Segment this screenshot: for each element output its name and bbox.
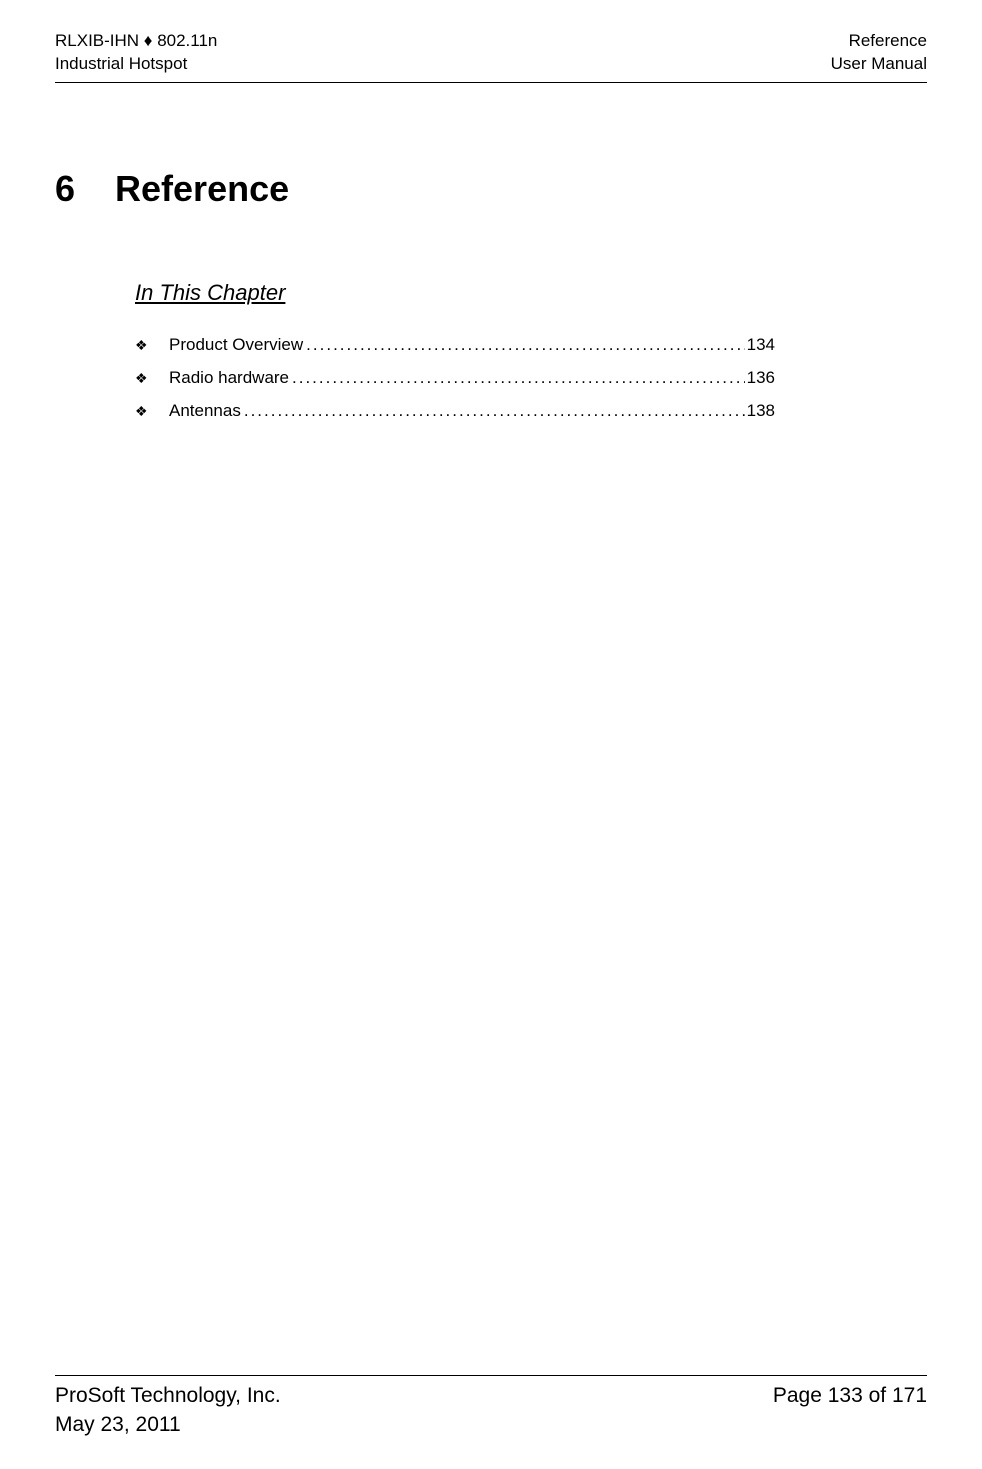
footer-company: ProSoft Technology, Inc.	[55, 1382, 281, 1410]
toc-row: ❖ Product Overview 134	[135, 328, 775, 361]
header-product-line: RLXIB-IHN ♦ 802.11n	[55, 30, 217, 53]
header-product-subtitle: Industrial Hotspot	[55, 53, 217, 76]
toc-list: ❖ Product Overview 134 ❖ Radio hardware …	[135, 328, 775, 427]
page-header: RLXIB-IHN ♦ 802.11n Industrial Hotspot R…	[55, 30, 927, 83]
footer-date: May 23, 2011	[55, 1411, 281, 1439]
chapter-number: 6	[55, 168, 75, 210]
toc-row: ❖ Antennas 138	[135, 394, 775, 427]
bullet-icon: ❖	[135, 332, 169, 359]
toc-item-label: Product Overview	[169, 328, 303, 361]
header-doc-type: User Manual	[831, 53, 927, 76]
toc-leader-dots	[289, 361, 745, 394]
bullet-icon: ❖	[135, 398, 169, 425]
toc-leader-dots	[241, 394, 745, 427]
chapter-heading: 6 Reference	[55, 168, 927, 210]
footer-right-block: Page 133 of 171	[773, 1382, 927, 1410]
toc-item-label: Antennas	[169, 394, 241, 427]
header-left-block: RLXIB-IHN ♦ 802.11n Industrial Hotspot	[55, 30, 217, 76]
footer-left-block: ProSoft Technology, Inc. May 23, 2011	[55, 1382, 281, 1439]
in-this-chapter-label: In This Chapter	[135, 280, 927, 306]
header-right-block: Reference User Manual	[831, 30, 927, 76]
document-page: RLXIB-IHN ♦ 802.11n Industrial Hotspot R…	[0, 0, 982, 1469]
page-footer: ProSoft Technology, Inc. May 23, 2011 Pa…	[55, 1375, 927, 1439]
chapter-title: Reference	[115, 168, 289, 209]
footer-page-number: Page 133 of 171	[773, 1382, 927, 1410]
toc-row: ❖ Radio hardware 136	[135, 361, 775, 394]
toc-leader-dots	[303, 328, 744, 361]
toc-item-page: 138	[745, 394, 775, 427]
toc-item-page: 136	[745, 361, 775, 394]
bullet-icon: ❖	[135, 365, 169, 392]
toc-item-page: 134	[745, 328, 775, 361]
toc-item-label: Radio hardware	[169, 361, 289, 394]
header-section-name: Reference	[831, 30, 927, 53]
